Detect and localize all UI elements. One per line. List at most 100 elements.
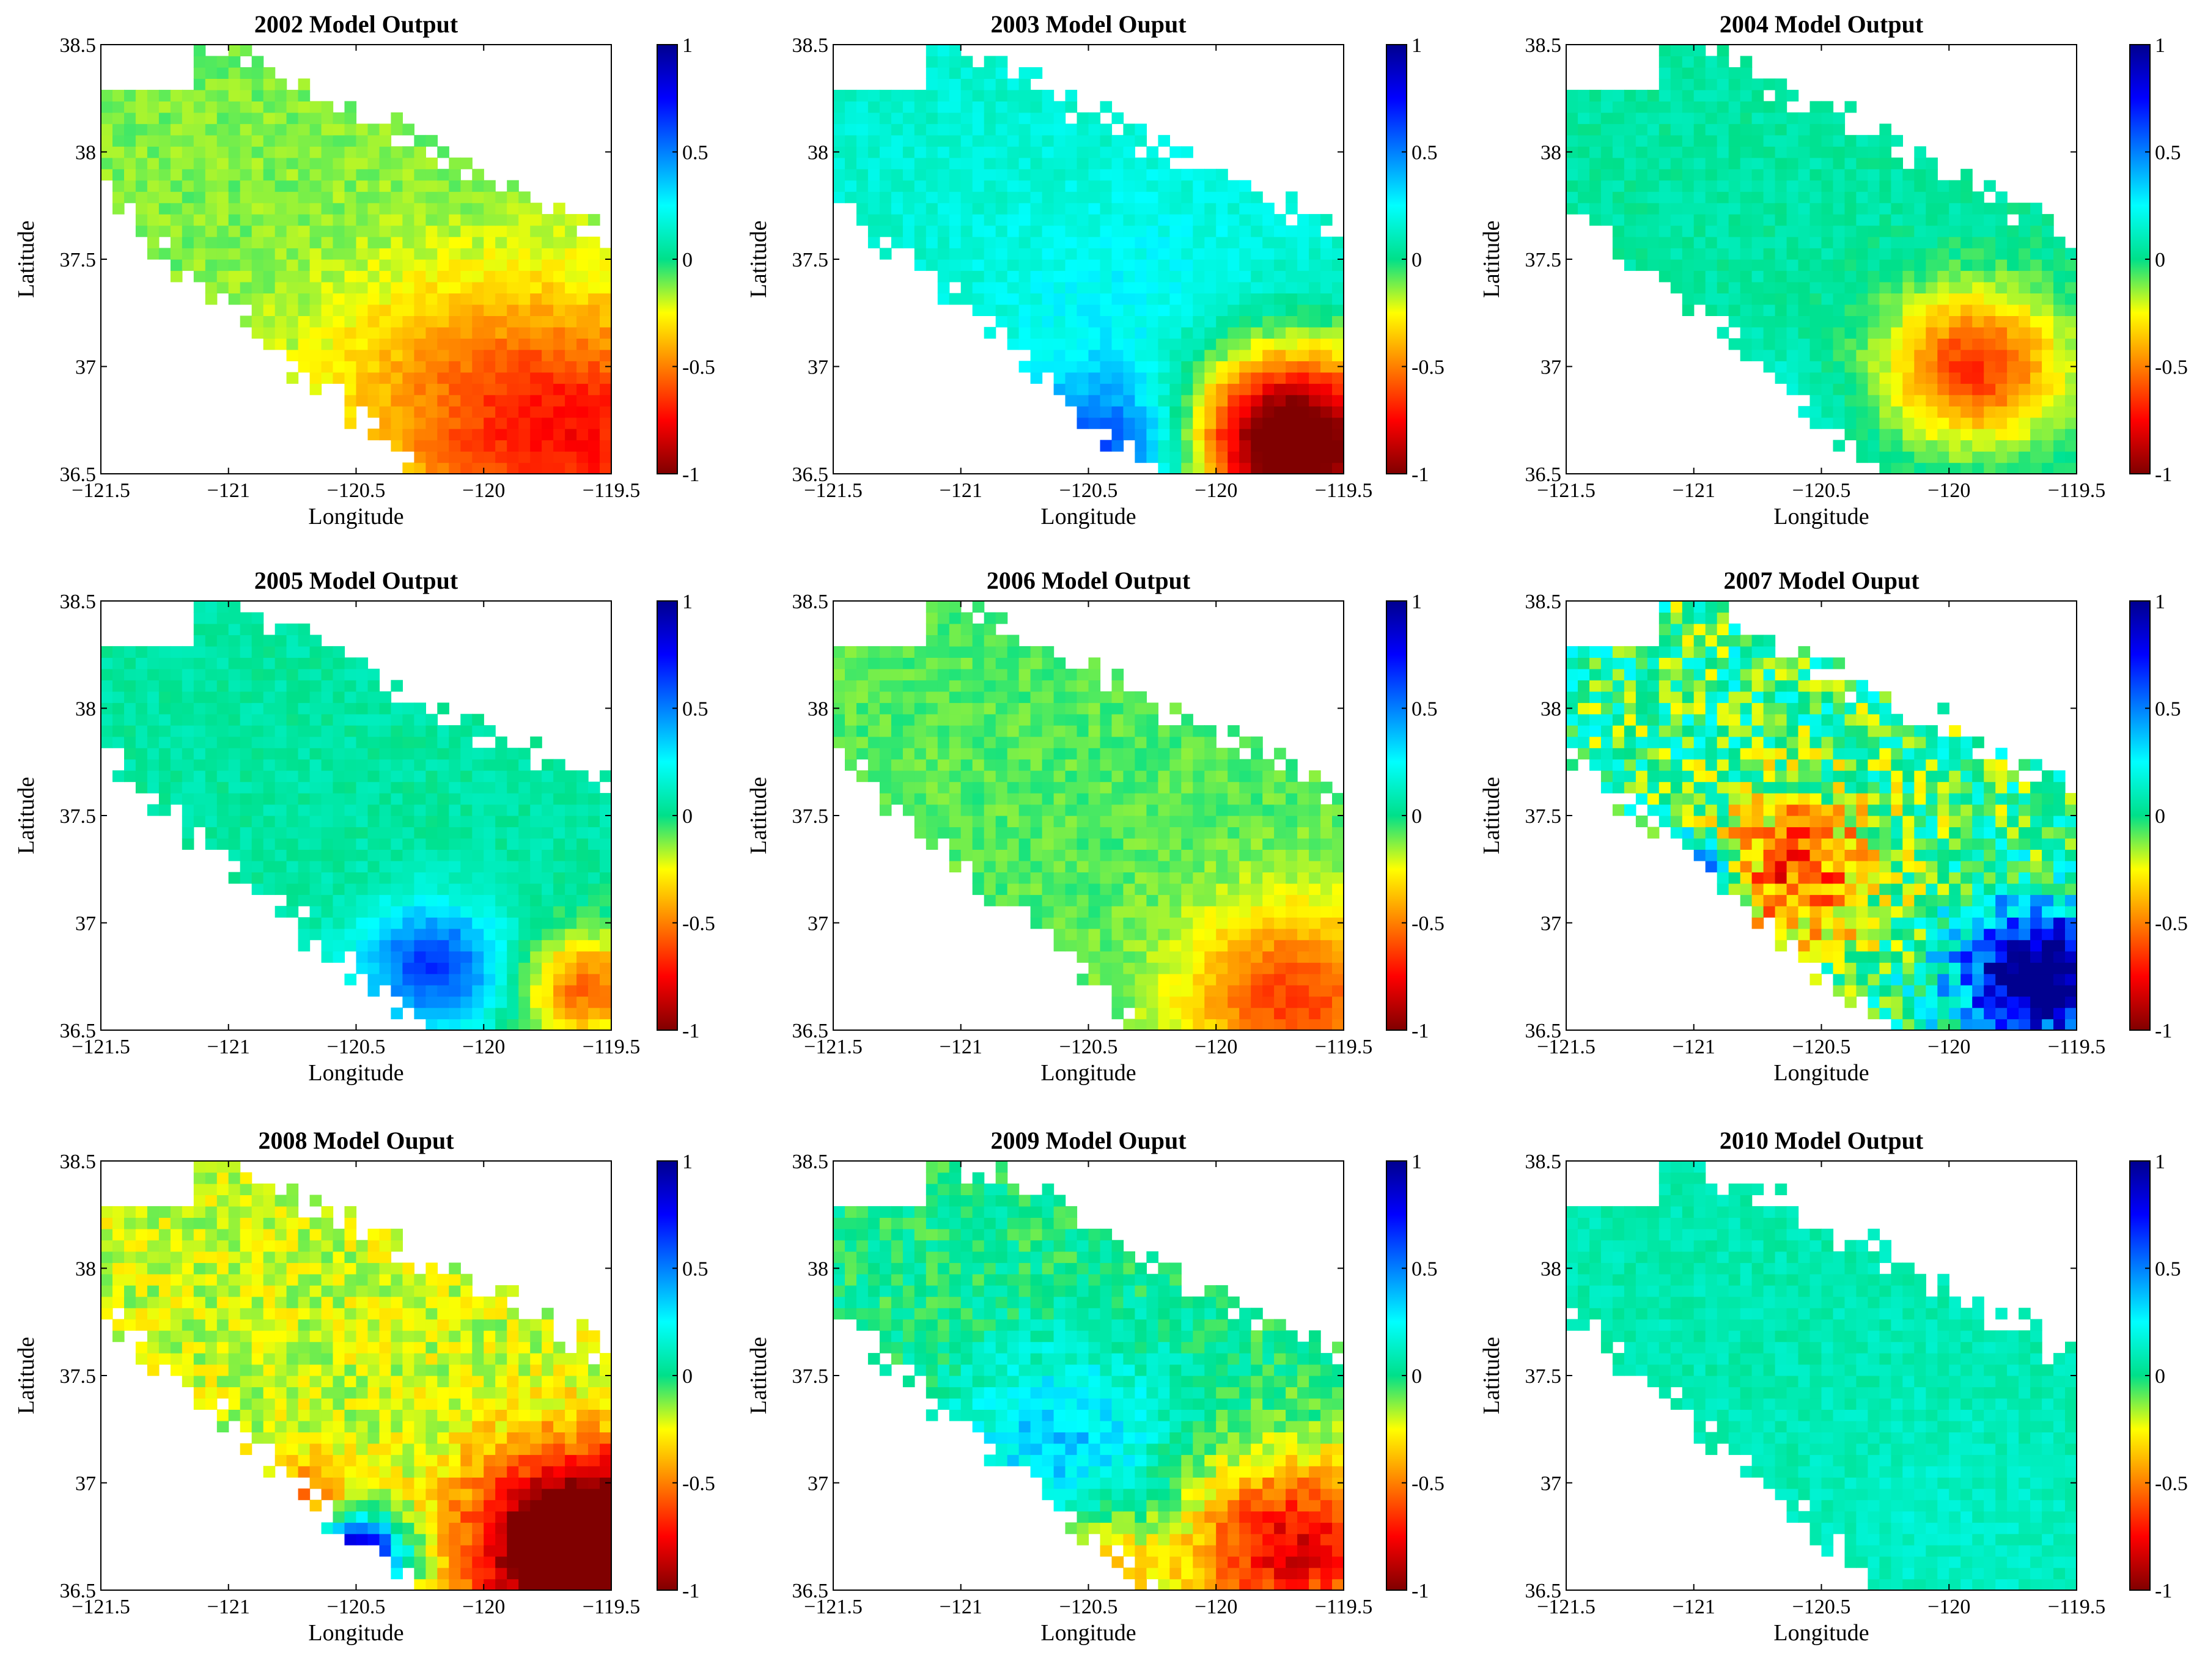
heatmap-cell [205,78,218,90]
heatmap-cell [170,657,183,669]
heatmap-cell [518,1019,531,1031]
heatmap-cell [995,315,1008,328]
heatmap-cell [1926,169,1938,181]
heatmap-cell [437,429,449,441]
heatmap-cell [518,304,531,316]
heatmap-cell [414,372,426,384]
heatmap-cell [437,928,449,940]
heatmap-cell [1589,180,1602,192]
heatmap-cell [391,394,403,407]
heatmap-cell [1949,214,1961,226]
heatmap-cell [1297,928,1309,940]
heatmap-cell [1775,248,1787,260]
heatmap-cell [1984,440,1996,452]
heatmap-cell [1914,281,1926,293]
heatmap-cell [2042,429,2054,441]
heatmap-cell [309,338,322,350]
heatmap-cell [228,45,241,57]
heatmap-cell [1111,417,1124,429]
heatmap-cell [263,872,276,884]
heatmap-cell [530,917,542,929]
heatmap-cell [228,191,241,204]
heatmap-cell [484,849,496,861]
heatmap-cell [1286,860,1298,872]
heatmap-cell [1891,169,1903,181]
heatmap-cell [937,770,950,783]
heatmap-cell [402,872,414,884]
heatmap-cell [1844,417,1857,429]
heatmap-cell [960,293,973,305]
heatmap-cell [298,315,311,328]
heatmap-cell [576,248,589,260]
heatmap-cell [286,281,299,293]
heatmap-cell [1949,383,1961,396]
heatmap-cell [960,827,973,839]
heatmap-cell [1809,417,1822,429]
heatmap-cell [553,883,565,895]
heatmap-cell [856,770,869,783]
heatmap-cell [1902,349,1915,361]
heatmap-cell [984,827,996,839]
heatmap-cell [902,89,915,101]
heatmap-cell [530,883,542,895]
heatmap-cell [1763,338,1776,350]
heatmap-cell [484,973,496,986]
heatmap-cell [1030,326,1043,339]
heatmap-cell [1123,134,1135,147]
heatmap-cell [1926,157,1938,169]
x-tick-label: −120.5 [1792,479,1851,502]
heatmap-cell [949,770,962,783]
heatmap-cell [1030,225,1043,237]
heatmap-cell [135,646,148,658]
heatmap-cell [600,883,612,895]
heatmap-cell [205,237,218,249]
heatmap-cell [1879,440,1891,452]
heatmap-cell [147,725,160,737]
heatmap-cell [1844,202,1857,215]
heatmap-cell [1088,259,1101,271]
heatmap-cell [518,417,531,429]
heatmap-cell [1891,304,1903,316]
heatmap-cell [518,770,531,783]
heatmap-cell [1320,928,1333,940]
heatmap-cell [553,816,565,828]
heatmap-cell [1868,270,1880,282]
heatmap-cell [286,713,299,726]
heatmap-cell [391,417,403,429]
heatmap-cell [425,304,438,316]
heatmap-cell [228,781,241,794]
heatmap-cell [1007,248,1020,260]
heatmap-cell [1693,101,1706,113]
heatmap-cell [193,237,206,249]
heatmap-cell [402,429,414,441]
heatmap-cell [1879,338,1891,350]
heatmap-cell [182,827,194,839]
heatmap-cell [1169,872,1182,884]
heatmap-cell [1297,349,1309,361]
heatmap-cell [1088,394,1101,407]
heatmap-cell [495,759,507,771]
heatmap-cell [1682,45,1695,57]
heatmap-cell [553,237,565,249]
heatmap-cell [495,985,507,997]
heatmap-cell [984,89,996,101]
heatmap-cell [507,860,519,872]
heatmap-cell [1902,394,1915,407]
heatmap-cell [2030,259,2042,271]
heatmap-cell [2019,338,2031,350]
heatmap-cell [553,905,565,918]
heatmap-cell [553,462,565,474]
heatmap-cell [321,691,334,703]
heatmap-cell [367,248,380,260]
heatmap-cell [1158,940,1170,952]
heatmap-cell [1658,180,1671,192]
heatmap-cell [251,860,264,872]
heatmap-cell [1728,304,1741,316]
heatmap-cell [1320,894,1333,907]
heatmap-cell [1868,406,1880,418]
heatmap-cell [344,702,357,715]
heatmap-cell [495,996,507,1008]
heatmap-cell [1972,383,1984,396]
heatmap-cell [1111,793,1124,805]
heatmap-cell [2019,372,2031,384]
